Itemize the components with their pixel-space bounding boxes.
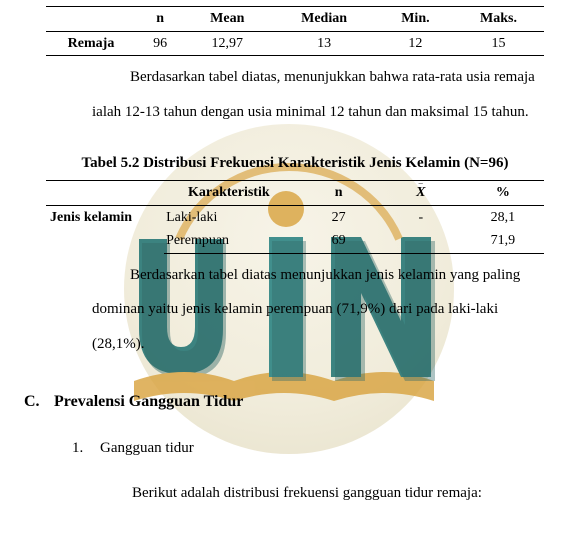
section-number: C. bbox=[24, 391, 46, 413]
cell-pct: 71,9 bbox=[462, 229, 544, 253]
subsection-1: 1. Gangguan tidur bbox=[72, 432, 544, 465]
table-row: Remaja 96 12,97 13 12 15 bbox=[46, 31, 544, 56]
th-median: Median bbox=[270, 7, 378, 32]
cell-xbar: - bbox=[380, 205, 462, 229]
th-pct: % bbox=[462, 181, 544, 206]
cell-char: Laki-laki bbox=[164, 205, 297, 229]
cell-n: 96 bbox=[136, 31, 184, 56]
cell-char: Perempuan bbox=[164, 229, 297, 253]
cell-median: 13 bbox=[270, 31, 378, 56]
th-mean: Mean bbox=[184, 7, 270, 32]
cell-mean: 12,97 bbox=[184, 31, 270, 56]
th-n2: n bbox=[298, 181, 380, 206]
th-xbar: ‾X bbox=[380, 181, 462, 206]
cell-n: 27 bbox=[298, 205, 380, 229]
subsection-title: Gangguan tidur bbox=[100, 432, 194, 465]
group-label: Jenis kelamin bbox=[46, 205, 164, 253]
table-row: Jenis kelamin Laki-laki 27 - 28,1 bbox=[46, 205, 544, 229]
th-characteristic: Karakteristik bbox=[164, 181, 297, 206]
cell-xbar bbox=[380, 229, 462, 253]
subsection-body: Berikut adalah distribusi frekuensi gang… bbox=[96, 477, 544, 510]
paragraph-2: Berdasarkan tabel diatas menunjukkan jen… bbox=[92, 258, 544, 362]
row-label: Remaja bbox=[46, 31, 136, 56]
th-max: Maks. bbox=[453, 7, 544, 32]
table-age-stats: n Mean Median Min. Maks. Remaja 96 12,97… bbox=[46, 6, 544, 56]
cell-min: 12 bbox=[378, 31, 453, 56]
th-n: n bbox=[136, 7, 184, 32]
subsection-number: 1. bbox=[72, 432, 90, 465]
cell-max: 15 bbox=[453, 31, 544, 56]
th-min: Min. bbox=[378, 7, 453, 32]
cell-pct: 28,1 bbox=[462, 205, 544, 229]
table2-caption: Tabel 5.2 Distribusi Frekuensi Karakteri… bbox=[46, 153, 544, 174]
table-gender-dist: Karakteristik n ‾X % Jenis kelamin Laki-… bbox=[46, 180, 544, 254]
paragraph-1: Berdasarkan tabel diatas, menunjukkan ba… bbox=[92, 60, 544, 129]
cell-n: 69 bbox=[298, 229, 380, 253]
section-title: Prevalensi Gangguan Tidur bbox=[54, 391, 243, 413]
section-heading-c: C. Prevalensi Gangguan Tidur bbox=[24, 391, 544, 413]
